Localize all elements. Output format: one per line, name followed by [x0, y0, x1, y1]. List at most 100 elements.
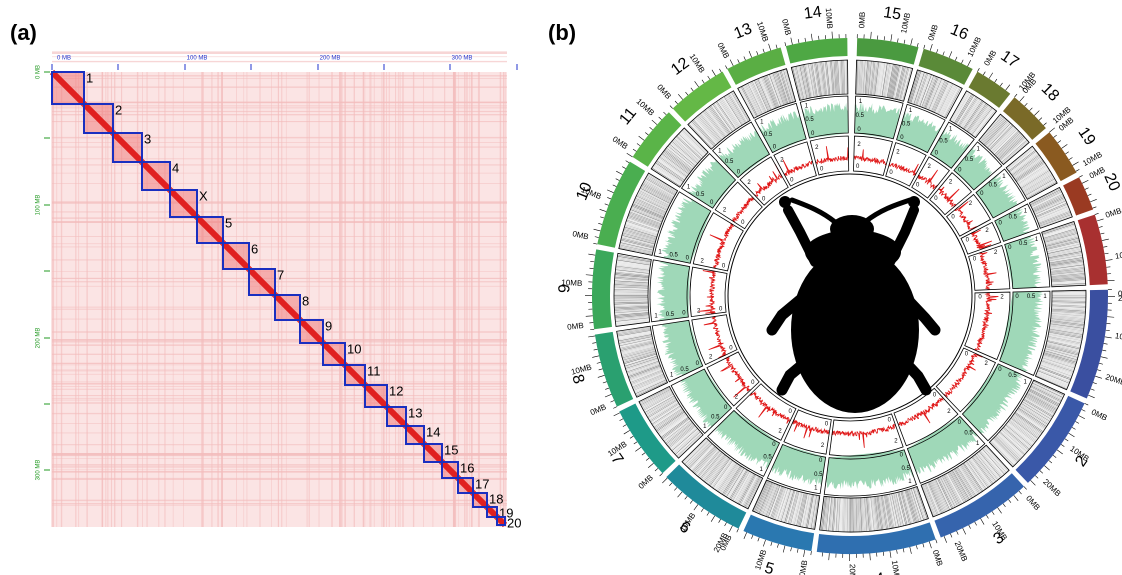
density-line	[1032, 193, 1063, 209]
density-line	[859, 60, 862, 95]
density-line	[624, 355, 658, 367]
density-line	[718, 99, 738, 129]
tick-label: 0MB	[1118, 289, 1122, 298]
density-line	[1036, 205, 1068, 219]
red-track	[719, 357, 751, 398]
red-track	[749, 391, 791, 424]
scale-tick	[685, 91, 689, 96]
density-line	[618, 334, 652, 342]
density-line	[719, 99, 739, 128]
density-line	[780, 489, 792, 522]
density-line	[650, 403, 680, 423]
scale-tick	[638, 135, 645, 141]
density-line	[940, 85, 957, 116]
scale-tick	[613, 412, 621, 417]
track-scale-label: 0.5	[1019, 241, 1028, 247]
density-line	[785, 490, 796, 524]
density-line	[896, 66, 905, 100]
scale-tick	[983, 71, 986, 76]
density-line	[1014, 412, 1043, 433]
density-line	[664, 149, 692, 171]
density-line	[755, 481, 770, 513]
scale-tick	[902, 548, 905, 553]
density-line	[1051, 299, 1086, 301]
density-line	[1047, 248, 1082, 256]
density-line	[625, 223, 658, 235]
density-line	[1048, 252, 1083, 260]
track-scale-label: 2	[735, 394, 739, 400]
density-line	[1001, 429, 1028, 453]
scale-tick	[1087, 193, 1092, 196]
track-scale-label: 1	[1043, 294, 1047, 300]
green-track	[999, 291, 1044, 372]
density-line	[828, 60, 833, 95]
density-line	[809, 495, 816, 529]
density-line	[740, 86, 757, 117]
density-line	[762, 483, 776, 516]
chromosome-arc	[816, 522, 936, 554]
density-line	[630, 209, 663, 223]
track-scale-label: 0	[1015, 294, 1019, 300]
density-line	[981, 117, 1005, 144]
density-line	[887, 494, 895, 528]
density-line	[961, 464, 981, 494]
density-line	[781, 489, 793, 523]
track-scale-label: 1	[759, 467, 763, 473]
density-line	[665, 148, 693, 171]
density-line	[624, 354, 657, 366]
scale-tick	[1097, 369, 1102, 372]
tick-label: 0MB	[572, 229, 590, 241]
density-line	[889, 64, 897, 98]
density-line	[694, 118, 717, 145]
green-border	[649, 259, 691, 323]
red-border	[911, 156, 950, 199]
track-scale-label: 0	[790, 177, 794, 183]
scale-tick	[1034, 110, 1040, 116]
density-line	[652, 406, 682, 426]
density-line	[739, 474, 756, 505]
chromosome-label: 2	[115, 102, 122, 117]
density-line	[741, 475, 758, 506]
scale-tick	[600, 216, 605, 219]
density-line	[984, 446, 1008, 473]
density-line	[713, 460, 734, 489]
density-line	[999, 431, 1026, 455]
density-line	[676, 135, 702, 159]
density-line	[884, 63, 892, 98]
diagonal-signal	[362, 382, 390, 410]
track-scale-label: 2	[947, 409, 951, 415]
scale-tick	[593, 243, 598, 245]
track-scale-label: 0	[888, 417, 892, 423]
density-line	[656, 411, 685, 432]
density-line	[1002, 140, 1028, 164]
track-scale-label: 0.5	[964, 430, 973, 436]
density-line	[636, 195, 668, 211]
density-line	[644, 179, 675, 197]
density-line	[1031, 192, 1063, 208]
density-line	[1036, 203, 1068, 218]
density-line	[616, 263, 650, 269]
x-axis-label: 100 MB	[187, 56, 208, 62]
density-line	[993, 129, 1018, 155]
density-line	[915, 72, 928, 106]
density-line	[616, 259, 651, 266]
density-line	[653, 165, 682, 185]
density-line	[694, 447, 718, 474]
chromosome-arc	[632, 112, 682, 167]
density-line	[766, 485, 780, 517]
density-line	[1051, 278, 1086, 282]
density-line	[888, 494, 896, 528]
density-line	[750, 81, 766, 113]
density-line	[922, 484, 936, 517]
density-line	[614, 312, 649, 316]
red-track	[831, 423, 897, 448]
density-line	[631, 205, 664, 220]
scale-tick	[1072, 161, 1079, 166]
density-line	[703, 110, 725, 138]
chromosome-label: 10	[347, 341, 361, 356]
chromosome-label: 9	[556, 284, 573, 293]
density-line	[756, 79, 771, 111]
density-line	[971, 107, 993, 136]
density-line	[1009, 419, 1037, 441]
scale-tick	[910, 38, 913, 46]
